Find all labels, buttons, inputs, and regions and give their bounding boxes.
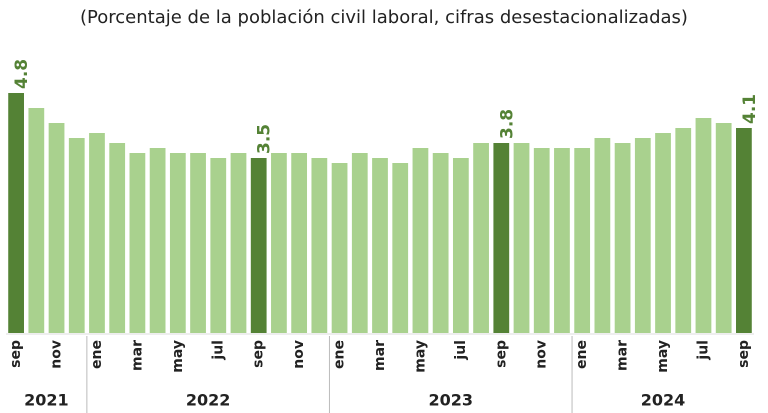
bar bbox=[190, 153, 206, 333]
bar bbox=[68, 138, 85, 333]
bar bbox=[89, 133, 105, 333]
bar bbox=[513, 143, 530, 333]
x-tick-label: ene bbox=[89, 340, 105, 369]
bar bbox=[129, 153, 146, 333]
bar bbox=[230, 153, 247, 333]
data-label: 4.8 bbox=[12, 59, 32, 89]
bar bbox=[675, 128, 692, 333]
bar bbox=[493, 143, 510, 333]
x-tick-label: sep bbox=[493, 340, 509, 368]
bar bbox=[331, 163, 348, 333]
x-tick-label: may bbox=[170, 340, 186, 373]
bar bbox=[736, 128, 752, 333]
x-tick-label: nov bbox=[291, 340, 307, 369]
bar bbox=[554, 148, 570, 333]
bar bbox=[149, 148, 166, 333]
bar bbox=[392, 163, 409, 333]
bar bbox=[210, 158, 227, 333]
bar bbox=[311, 158, 328, 333]
bar bbox=[614, 143, 631, 333]
bar bbox=[250, 158, 267, 333]
bar bbox=[351, 153, 368, 333]
bar bbox=[271, 153, 287, 333]
x-tick-label: mar bbox=[129, 340, 145, 371]
bar bbox=[473, 143, 489, 333]
x-tick-label: may bbox=[412, 340, 428, 373]
bar bbox=[594, 138, 611, 333]
data-label: 4.1 bbox=[740, 94, 760, 124]
bar bbox=[412, 148, 429, 333]
year-label: 2021 bbox=[24, 391, 69, 410]
x-tick-label: sep bbox=[8, 340, 24, 368]
x-tick-label: jul bbox=[453, 340, 469, 361]
bar bbox=[169, 153, 186, 333]
year-label: 2023 bbox=[428, 391, 473, 410]
data-label: 3.5 bbox=[255, 124, 275, 154]
x-tick-label: sep bbox=[736, 340, 752, 368]
bar bbox=[372, 158, 388, 333]
bar bbox=[715, 123, 732, 333]
x-tick-label: ene bbox=[574, 340, 590, 369]
bar bbox=[695, 118, 712, 333]
x-tick-label: sep bbox=[251, 340, 267, 368]
x-tick-label: jul bbox=[695, 340, 711, 361]
x-tick-label: mar bbox=[615, 340, 631, 371]
bar bbox=[452, 158, 469, 333]
bar bbox=[432, 153, 449, 333]
bar bbox=[48, 123, 65, 333]
bar bbox=[655, 133, 671, 333]
bar bbox=[8, 93, 24, 333]
x-tick-label: may bbox=[655, 340, 671, 373]
x-tick-label: nov bbox=[534, 340, 550, 369]
year-label: 2024 bbox=[641, 391, 686, 410]
x-tick-label: mar bbox=[372, 340, 388, 371]
x-tick-label: jul bbox=[210, 340, 226, 361]
year-label: 2022 bbox=[186, 391, 231, 410]
data-label: 3.8 bbox=[497, 109, 517, 139]
x-tick-label: ene bbox=[332, 340, 348, 369]
x-tick-label: nov bbox=[49, 340, 65, 369]
bar bbox=[109, 143, 126, 333]
bar bbox=[533, 148, 550, 333]
bar bbox=[574, 148, 591, 333]
bar bbox=[634, 138, 651, 333]
bar bbox=[28, 108, 45, 333]
chart-subtitle: (Porcentaje de la población civil labora… bbox=[80, 7, 688, 28]
bar bbox=[291, 153, 308, 333]
